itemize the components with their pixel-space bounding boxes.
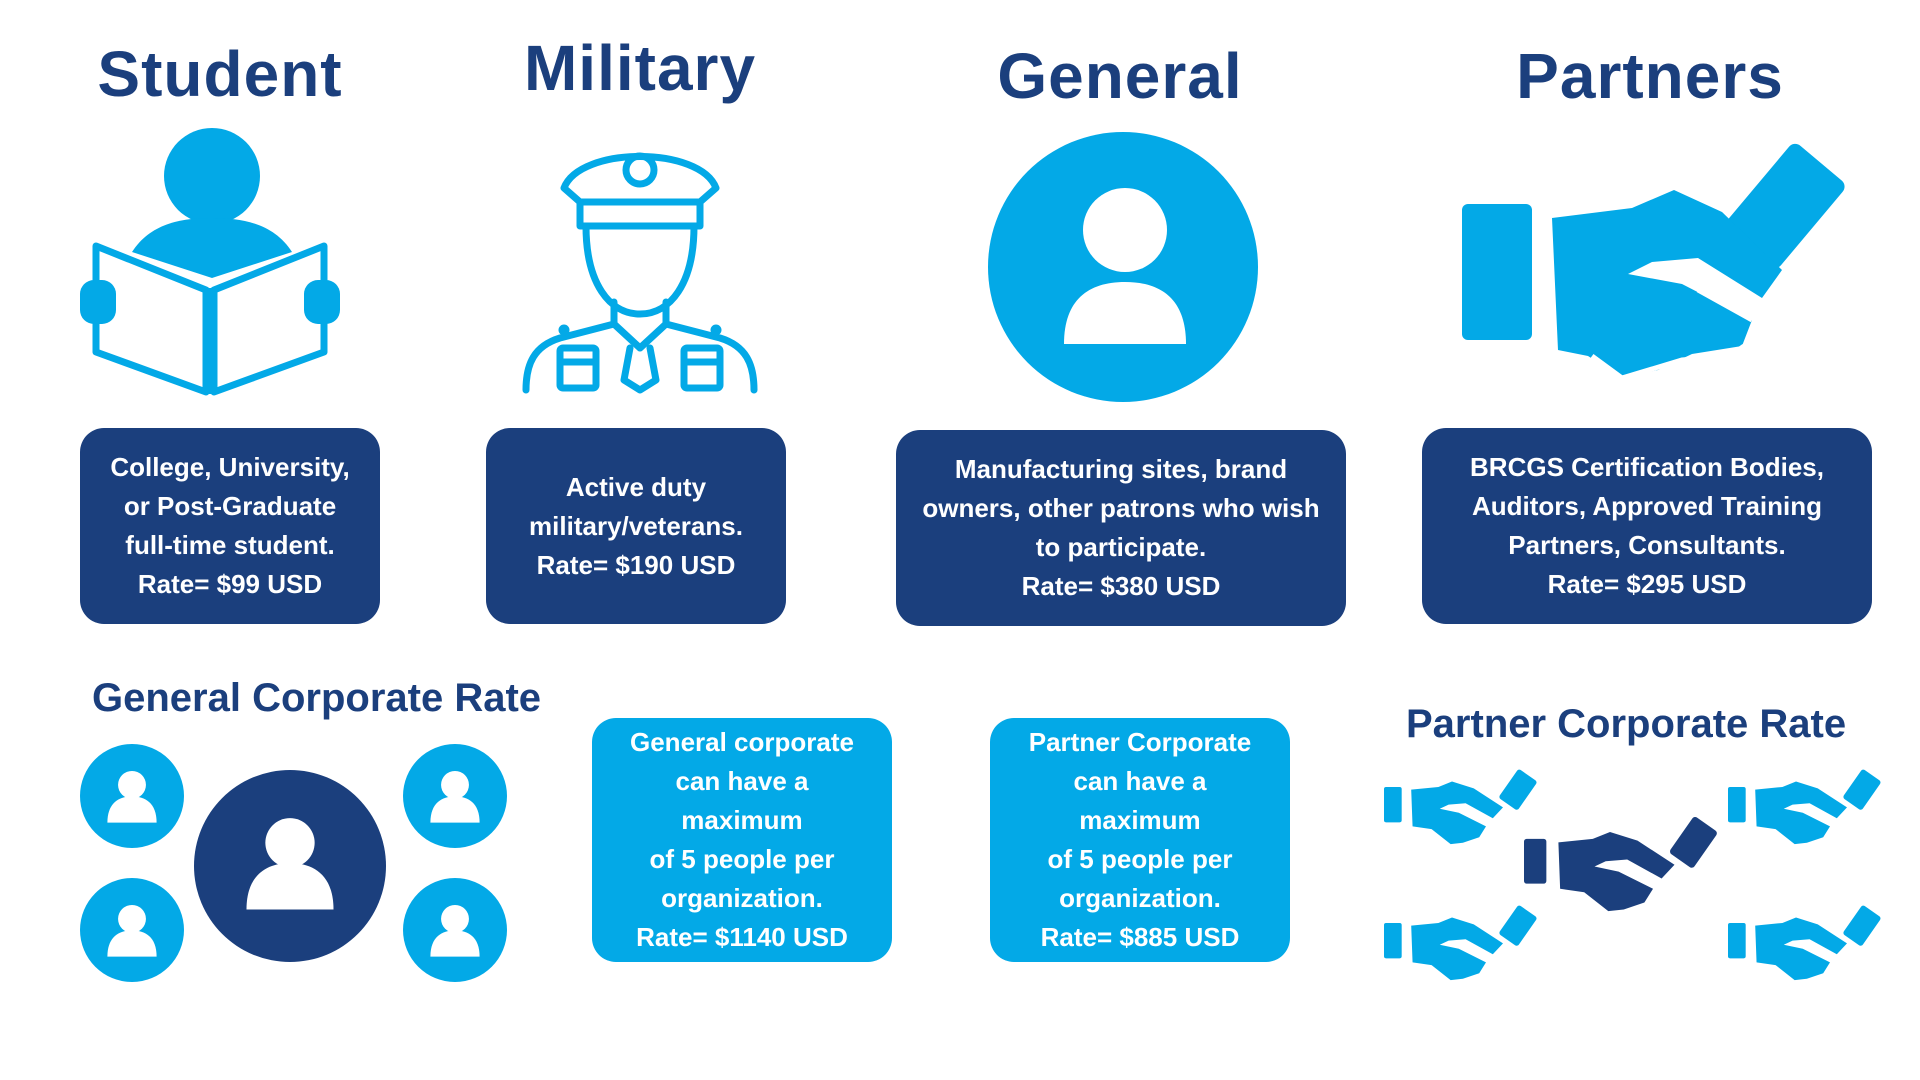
- general-heading: General: [997, 40, 1243, 112]
- military-officer-icon: [522, 152, 758, 394]
- user-circle-icon: [988, 132, 1258, 402]
- partners-rate: Rate= $295 USD: [1547, 569, 1747, 599]
- military-rate: Rate= $190 USD: [536, 549, 736, 580]
- military-description: Active duty military/veterans.: [529, 471, 743, 541]
- partners-description: BRCGS Certification Bodies, Auditors, Ap…: [1470, 452, 1824, 560]
- general-corporate-card: General corporate can have a maximum of …: [592, 718, 892, 962]
- partner-corporate-heading: Partner Corporate Rate: [1406, 702, 1847, 746]
- partners-heading: Partners: [1516, 40, 1784, 112]
- partner-corporate-card: Partner Corporate can have a maximum of …: [990, 718, 1290, 962]
- general-description: Manufacturing sites, brand owners, other…: [922, 454, 1320, 562]
- partners-rate-card: BRCGS Certification Bodies, Auditors, Ap…: [1422, 428, 1872, 624]
- general-rate-card: Manufacturing sites, brand owners, other…: [896, 430, 1346, 626]
- student-rate-card: College, University, or Post-Graduate fu…: [80, 428, 380, 624]
- military-heading: Military: [523, 32, 757, 104]
- general-rate: Rate= $380 USD: [1021, 571, 1221, 601]
- user-group-icon: [80, 744, 507, 982]
- student-heading: Student: [97, 38, 343, 110]
- student-rate: Rate= $99 USD: [137, 569, 323, 599]
- partner-corporate-description: Partner Corporate can have a maximum of …: [1028, 727, 1252, 913]
- handshake-icon: [1462, 143, 1845, 381]
- student-description: College, University, or Post-Graduate fu…: [110, 452, 350, 560]
- reading-student-icon: [80, 128, 340, 396]
- handshake-group-icon: [1384, 768, 1882, 981]
- partner-corporate-rate: Rate= $885 USD: [1040, 922, 1240, 952]
- military-rate-card: Active duty military/veterans. Rate= $19…: [486, 428, 786, 624]
- general-corporate-rate: Rate= $1140 USD: [636, 922, 848, 952]
- general-corporate-description: General corporate can have a maximum of …: [630, 727, 854, 913]
- general-corporate-heading: General Corporate Rate: [92, 676, 542, 720]
